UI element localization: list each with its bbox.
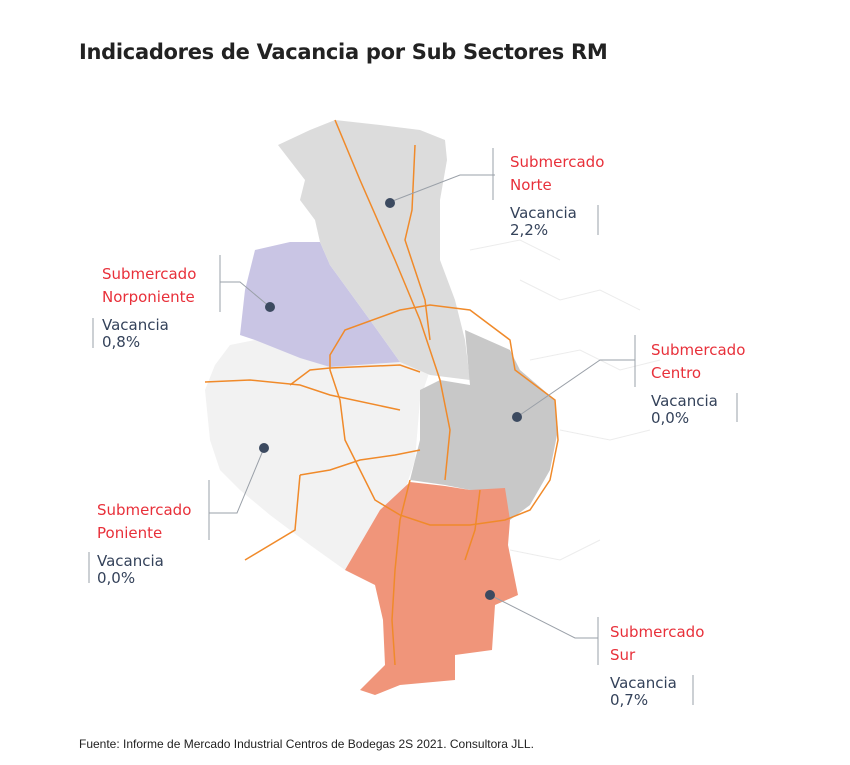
source-note: Fuente: Informe de Mercado Industrial Ce… [79, 737, 534, 751]
submarket-name: Submercado Norponiente [102, 265, 197, 306]
vacancy-value: 0,0% [97, 569, 136, 587]
vacancy-value: 0,0% [651, 409, 690, 427]
region-poniente [205, 340, 430, 570]
submarket-name: Submercado Centro [651, 341, 746, 382]
label-norponiente: Submercado Norponiente Vacancia 0,8% [102, 263, 196, 351]
submarket-name: Submercado Norte [510, 153, 605, 194]
marker-norte [385, 198, 395, 208]
marker-centro [512, 412, 522, 422]
marker-sur [485, 590, 495, 600]
label-centro: Submercado Centro Vacancia 0,0% [651, 339, 745, 427]
vacancy-value: 0,7% [610, 691, 649, 709]
vacancy-value: 0,8% [102, 333, 141, 351]
label-sur: Submercado Sur Vacancia 0,7% [610, 621, 704, 709]
region-sur [345, 482, 518, 695]
vacancy-label: Vacancia [610, 674, 677, 692]
vacancy-label: Vacancia [651, 392, 718, 410]
region-norte [278, 120, 470, 380]
label-norte: Submercado Norte Vacancia 2,2% [510, 151, 604, 239]
vacancy-label: Vacancia [102, 316, 169, 334]
marker-norponiente [265, 302, 275, 312]
submarket-name: Submercado Sur [610, 623, 705, 664]
marker-poniente [259, 443, 269, 453]
vacancy-label: Vacancia [97, 552, 164, 570]
submarket-name: Submercado Poniente [97, 501, 192, 542]
region-norponiente [240, 242, 400, 367]
label-poniente: Submercado Poniente Vacancia 0,0% [97, 499, 191, 587]
vacancy-label: Vacancia [510, 204, 577, 222]
vacancy-value: 2,2% [510, 221, 549, 239]
map-title: Indicadores de Vacancia por Sub Sectores… [79, 40, 608, 64]
region-centro [410, 330, 558, 520]
